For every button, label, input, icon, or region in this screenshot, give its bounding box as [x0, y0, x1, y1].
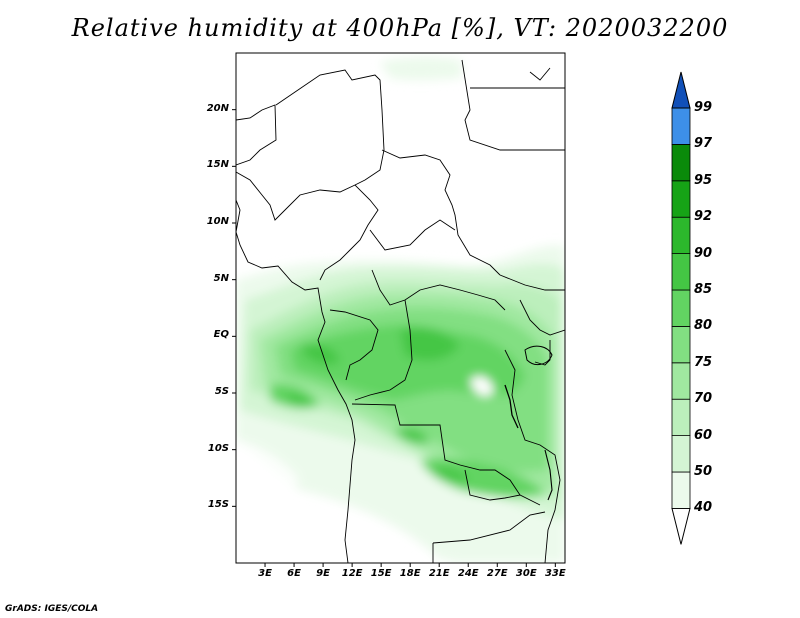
colorbar-bin: [671, 325, 691, 364]
colorbar-label: 97: [694, 136, 713, 152]
latitude-tick-marks: [232, 109, 236, 507]
colorbar-bin: [671, 289, 691, 327]
lon-tick-label: 15E: [370, 568, 392, 579]
colorbar-bin: [671, 398, 691, 437]
colorbar: [671, 71, 691, 545]
lon-tick-label: 21E: [428, 568, 450, 579]
grads-credit: GrADS: IGES/COLA: [5, 604, 99, 614]
colorbar-label: 80: [694, 318, 713, 334]
colorbar-label: 70: [694, 391, 713, 407]
lat-tick-label: 20N: [206, 102, 229, 114]
colorbar-bin: [671, 253, 691, 291]
lat-tick-label: 10N: [206, 216, 229, 227]
colorbar-label: 75: [694, 354, 713, 370]
longitude-tick-marks: [264, 563, 556, 567]
lat-tick-label: 5S: [214, 386, 229, 397]
colorbar-label: 95: [694, 172, 713, 188]
colorbar-bin: [671, 507, 691, 545]
colorbar-label: 40: [694, 500, 713, 516]
lat-tick-label: 5N: [213, 272, 229, 284]
lon-tick-label: 6E: [287, 568, 301, 579]
lat-tick-label: 15S: [207, 499, 229, 511]
country-borders: [236, 59, 565, 563]
colorbar-bin: [671, 362, 691, 400]
colorbar-label: 85: [694, 282, 713, 297]
colorbar-label: 99: [694, 100, 713, 115]
map-frame: [235, 52, 566, 564]
lon-tick-label: 30E: [515, 568, 537, 579]
colorbar-bin: [671, 435, 691, 473]
humidity-shading: [236, 56, 565, 563]
map-title: Relative humidity at 400hPa [%], VT: 202…: [71, 14, 729, 42]
colorbar-label: 92: [694, 209, 713, 225]
colorbar-bin: [671, 180, 691, 218]
lon-tick-label: 33E: [544, 568, 566, 579]
colorbar-bin: [671, 143, 691, 182]
lat-tick-label: 10S: [207, 442, 229, 454]
lat-tick-label: 15N: [206, 159, 229, 171]
colorbar-bin: [671, 107, 691, 145]
colorbar-label: 90: [694, 245, 713, 261]
colorbar-label: 50: [694, 464, 713, 479]
lon-tick-label: 3E: [258, 568, 272, 579]
colorbar-bin: [671, 216, 691, 254]
colorbar-bin: [671, 471, 691, 509]
lon-tick-label: 18E: [399, 568, 421, 579]
lon-tick-label: 24E: [457, 568, 479, 579]
lat-tick-label: EQ: [213, 329, 229, 341]
lon-tick-label: 9E: [316, 568, 330, 579]
colorbar-label: 60: [694, 427, 713, 443]
lon-tick-label: 27E: [486, 568, 508, 579]
lon-tick-label: 12E: [341, 568, 363, 579]
colorbar-bin: [671, 71, 691, 109]
